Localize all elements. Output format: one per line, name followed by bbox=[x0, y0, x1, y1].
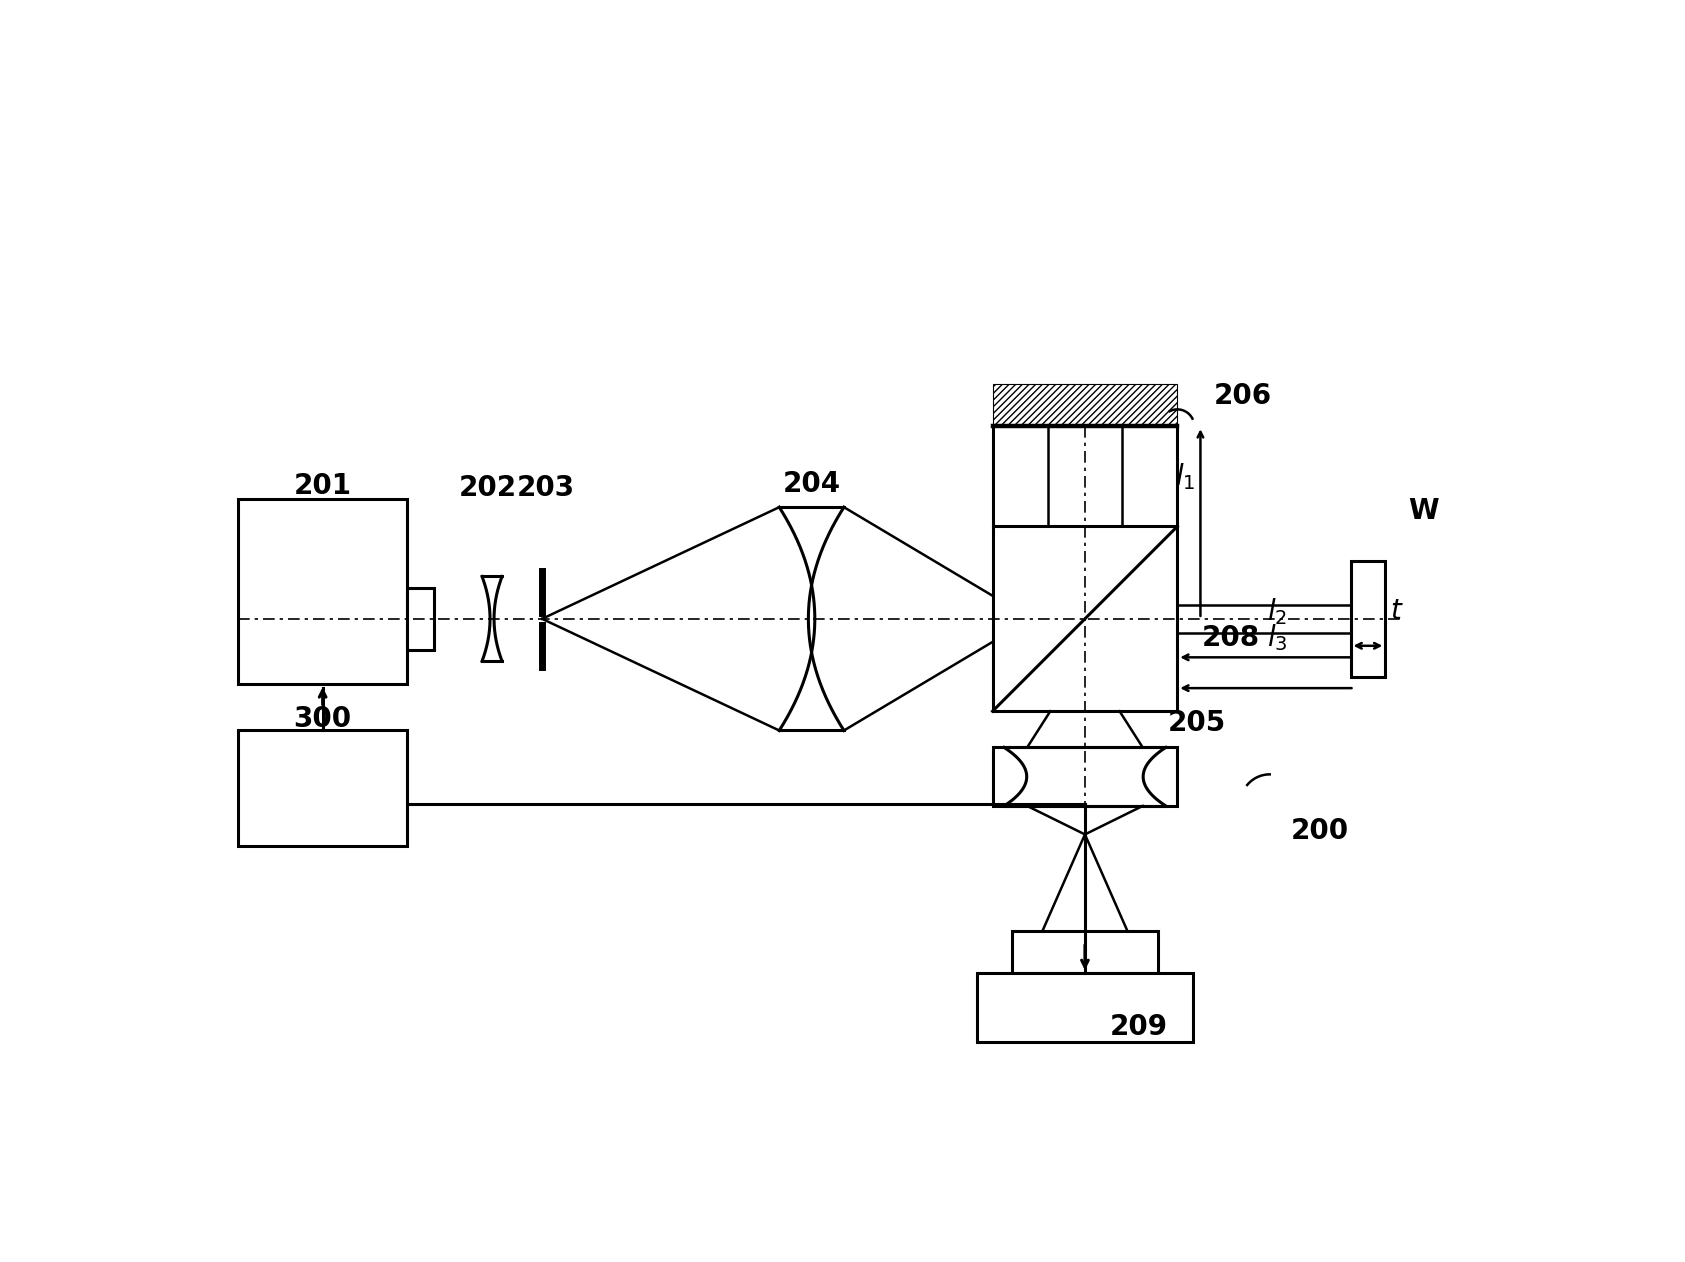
Text: 300: 300 bbox=[293, 705, 352, 733]
Bar bbox=[1011, 930, 1158, 973]
Text: 205: 205 bbox=[1168, 709, 1225, 737]
Text: 203: 203 bbox=[517, 475, 575, 502]
Text: 200: 200 bbox=[1291, 817, 1350, 844]
Text: 206: 206 bbox=[1213, 381, 1272, 410]
Text: $l_3$: $l_3$ bbox=[1267, 622, 1287, 654]
Bar bbox=[238, 500, 408, 684]
Text: 208: 208 bbox=[1201, 625, 1260, 652]
Bar bbox=[992, 526, 1178, 712]
Bar bbox=[992, 384, 1178, 427]
Text: W: W bbox=[1409, 497, 1439, 525]
Text: $t$: $t$ bbox=[1390, 597, 1404, 625]
Bar bbox=[977, 973, 1193, 1042]
Bar bbox=[1351, 562, 1385, 676]
Text: 201: 201 bbox=[293, 472, 352, 500]
Text: 202: 202 bbox=[458, 475, 517, 502]
Text: 209: 209 bbox=[1110, 1013, 1168, 1041]
Bar bbox=[238, 731, 408, 846]
Bar bbox=[992, 747, 1178, 806]
Text: $l_1$: $l_1$ bbox=[1174, 461, 1195, 492]
Text: $l_2$: $l_2$ bbox=[1267, 596, 1287, 626]
Text: 204: 204 bbox=[782, 469, 841, 498]
Bar bbox=[408, 588, 435, 650]
